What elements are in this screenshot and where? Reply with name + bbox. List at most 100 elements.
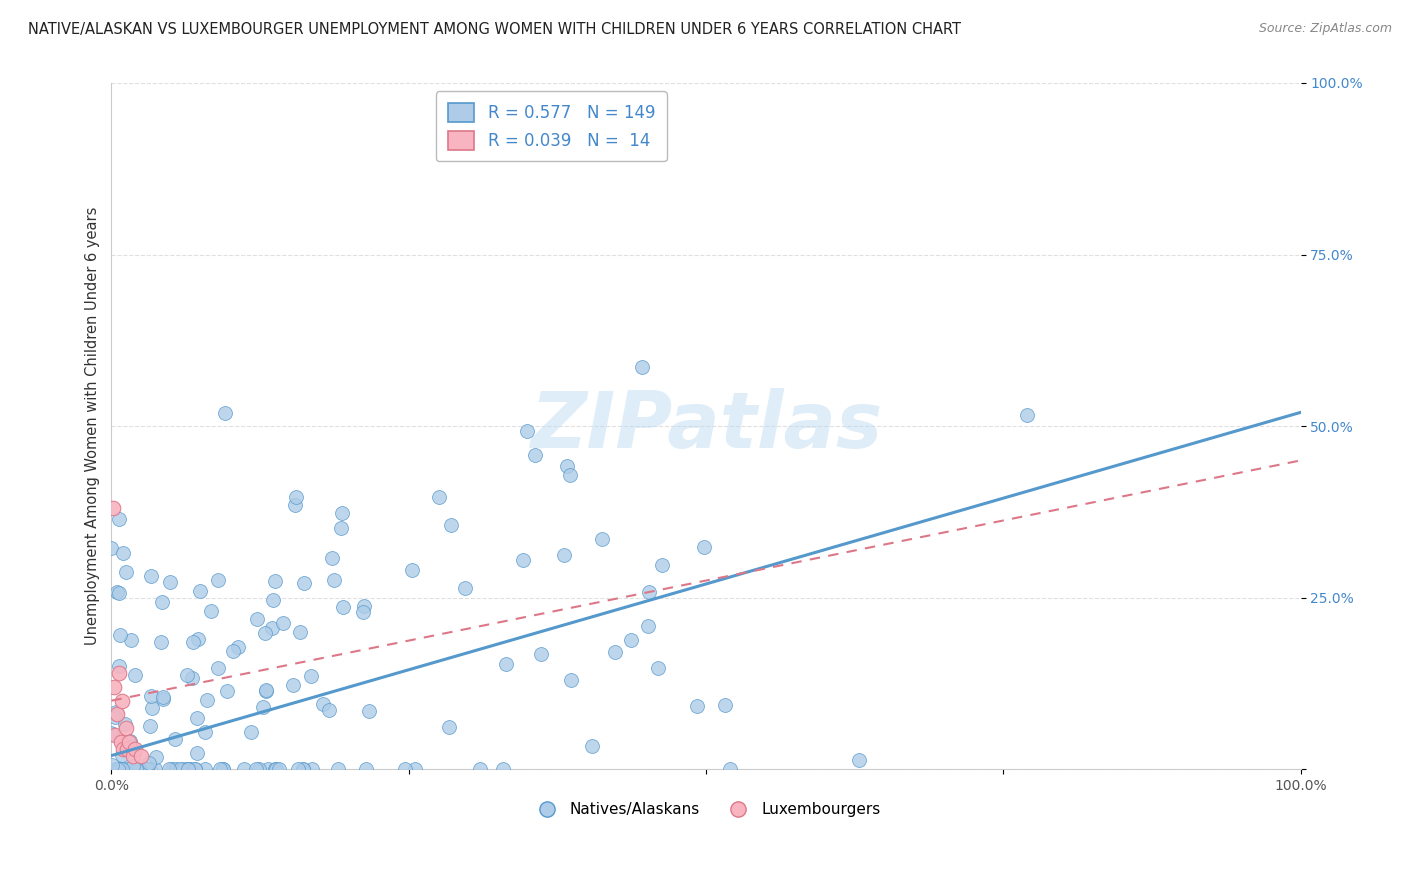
Point	[591, 532, 613, 546]
Point	[492, 762, 515, 776]
Point	[104, 762, 127, 776]
Point	[172, 762, 194, 776]
Point	[454, 581, 477, 595]
Point	[108, 762, 131, 776]
Point	[212, 762, 235, 776]
Point	[194, 724, 217, 739]
Point	[186, 746, 208, 760]
Point	[188, 584, 211, 599]
Point	[353, 599, 375, 613]
Legend: Natives/Alaskans, Luxembourgers: Natives/Alaskans, Luxembourgers	[526, 797, 887, 823]
Point	[252, 700, 274, 714]
Point	[110, 762, 132, 776]
Point	[284, 491, 307, 505]
Point	[177, 762, 200, 776]
Point	[194, 762, 217, 776]
Point	[112, 741, 135, 756]
Point	[150, 595, 173, 609]
Point	[108, 628, 131, 642]
Point	[299, 669, 322, 683]
Point	[125, 762, 148, 776]
Point	[686, 699, 709, 714]
Point	[214, 406, 236, 420]
Point	[848, 753, 870, 767]
Point	[321, 551, 343, 566]
Point	[288, 625, 311, 640]
Point	[292, 762, 315, 776]
Point	[184, 762, 207, 776]
Point	[647, 661, 669, 675]
Point	[253, 626, 276, 640]
Point	[495, 657, 517, 672]
Point	[107, 762, 129, 776]
Point	[143, 762, 166, 776]
Point	[111, 546, 134, 560]
Point	[245, 762, 267, 776]
Point	[195, 693, 218, 707]
Point	[257, 762, 280, 776]
Point	[524, 449, 547, 463]
Point	[357, 704, 380, 718]
Point	[221, 643, 243, 657]
Point	[138, 756, 160, 771]
Point	[262, 621, 284, 635]
Point	[159, 575, 181, 590]
Text: Source: ZipAtlas.com: Source: ZipAtlas.com	[1258, 22, 1392, 36]
Point	[312, 697, 335, 711]
Point	[114, 566, 136, 580]
Point	[262, 592, 284, 607]
Point	[264, 574, 287, 588]
Point	[108, 586, 131, 600]
Point	[1017, 409, 1039, 423]
Point	[107, 512, 129, 526]
Point	[693, 540, 716, 554]
Point	[111, 748, 134, 763]
Point	[103, 710, 125, 724]
Point	[581, 739, 603, 754]
Point	[352, 605, 374, 619]
Point	[637, 619, 659, 633]
Point	[200, 604, 222, 618]
Point	[152, 690, 174, 704]
Point	[354, 762, 377, 776]
Point	[207, 660, 229, 674]
Point	[239, 724, 262, 739]
Point	[560, 673, 582, 688]
Point	[139, 719, 162, 733]
Point	[326, 762, 349, 776]
Point	[264, 762, 287, 776]
Point	[118, 733, 141, 747]
Point	[271, 616, 294, 631]
Point	[150, 635, 173, 649]
Point	[163, 732, 186, 747]
Point	[105, 707, 128, 722]
Point	[233, 762, 256, 776]
Point	[124, 667, 146, 681]
Point	[139, 569, 162, 583]
Point	[401, 563, 423, 577]
Point	[557, 458, 579, 473]
Point	[638, 585, 661, 599]
Point	[330, 521, 353, 535]
Point	[226, 640, 249, 654]
Point	[108, 659, 131, 673]
Point	[264, 762, 287, 776]
Point	[121, 758, 143, 772]
Point	[105, 584, 128, 599]
Point	[100, 726, 122, 740]
Point	[427, 491, 450, 505]
Point	[292, 762, 315, 776]
Point	[120, 632, 142, 647]
Point	[120, 739, 142, 754]
Point	[181, 635, 204, 649]
Point	[530, 647, 553, 661]
Point	[516, 424, 538, 438]
Point	[209, 762, 232, 776]
Point	[111, 762, 134, 776]
Point	[553, 548, 575, 562]
Point	[105, 706, 128, 720]
Point	[179, 762, 201, 776]
Point	[211, 762, 233, 776]
Point	[254, 682, 277, 697]
Point	[110, 735, 132, 749]
